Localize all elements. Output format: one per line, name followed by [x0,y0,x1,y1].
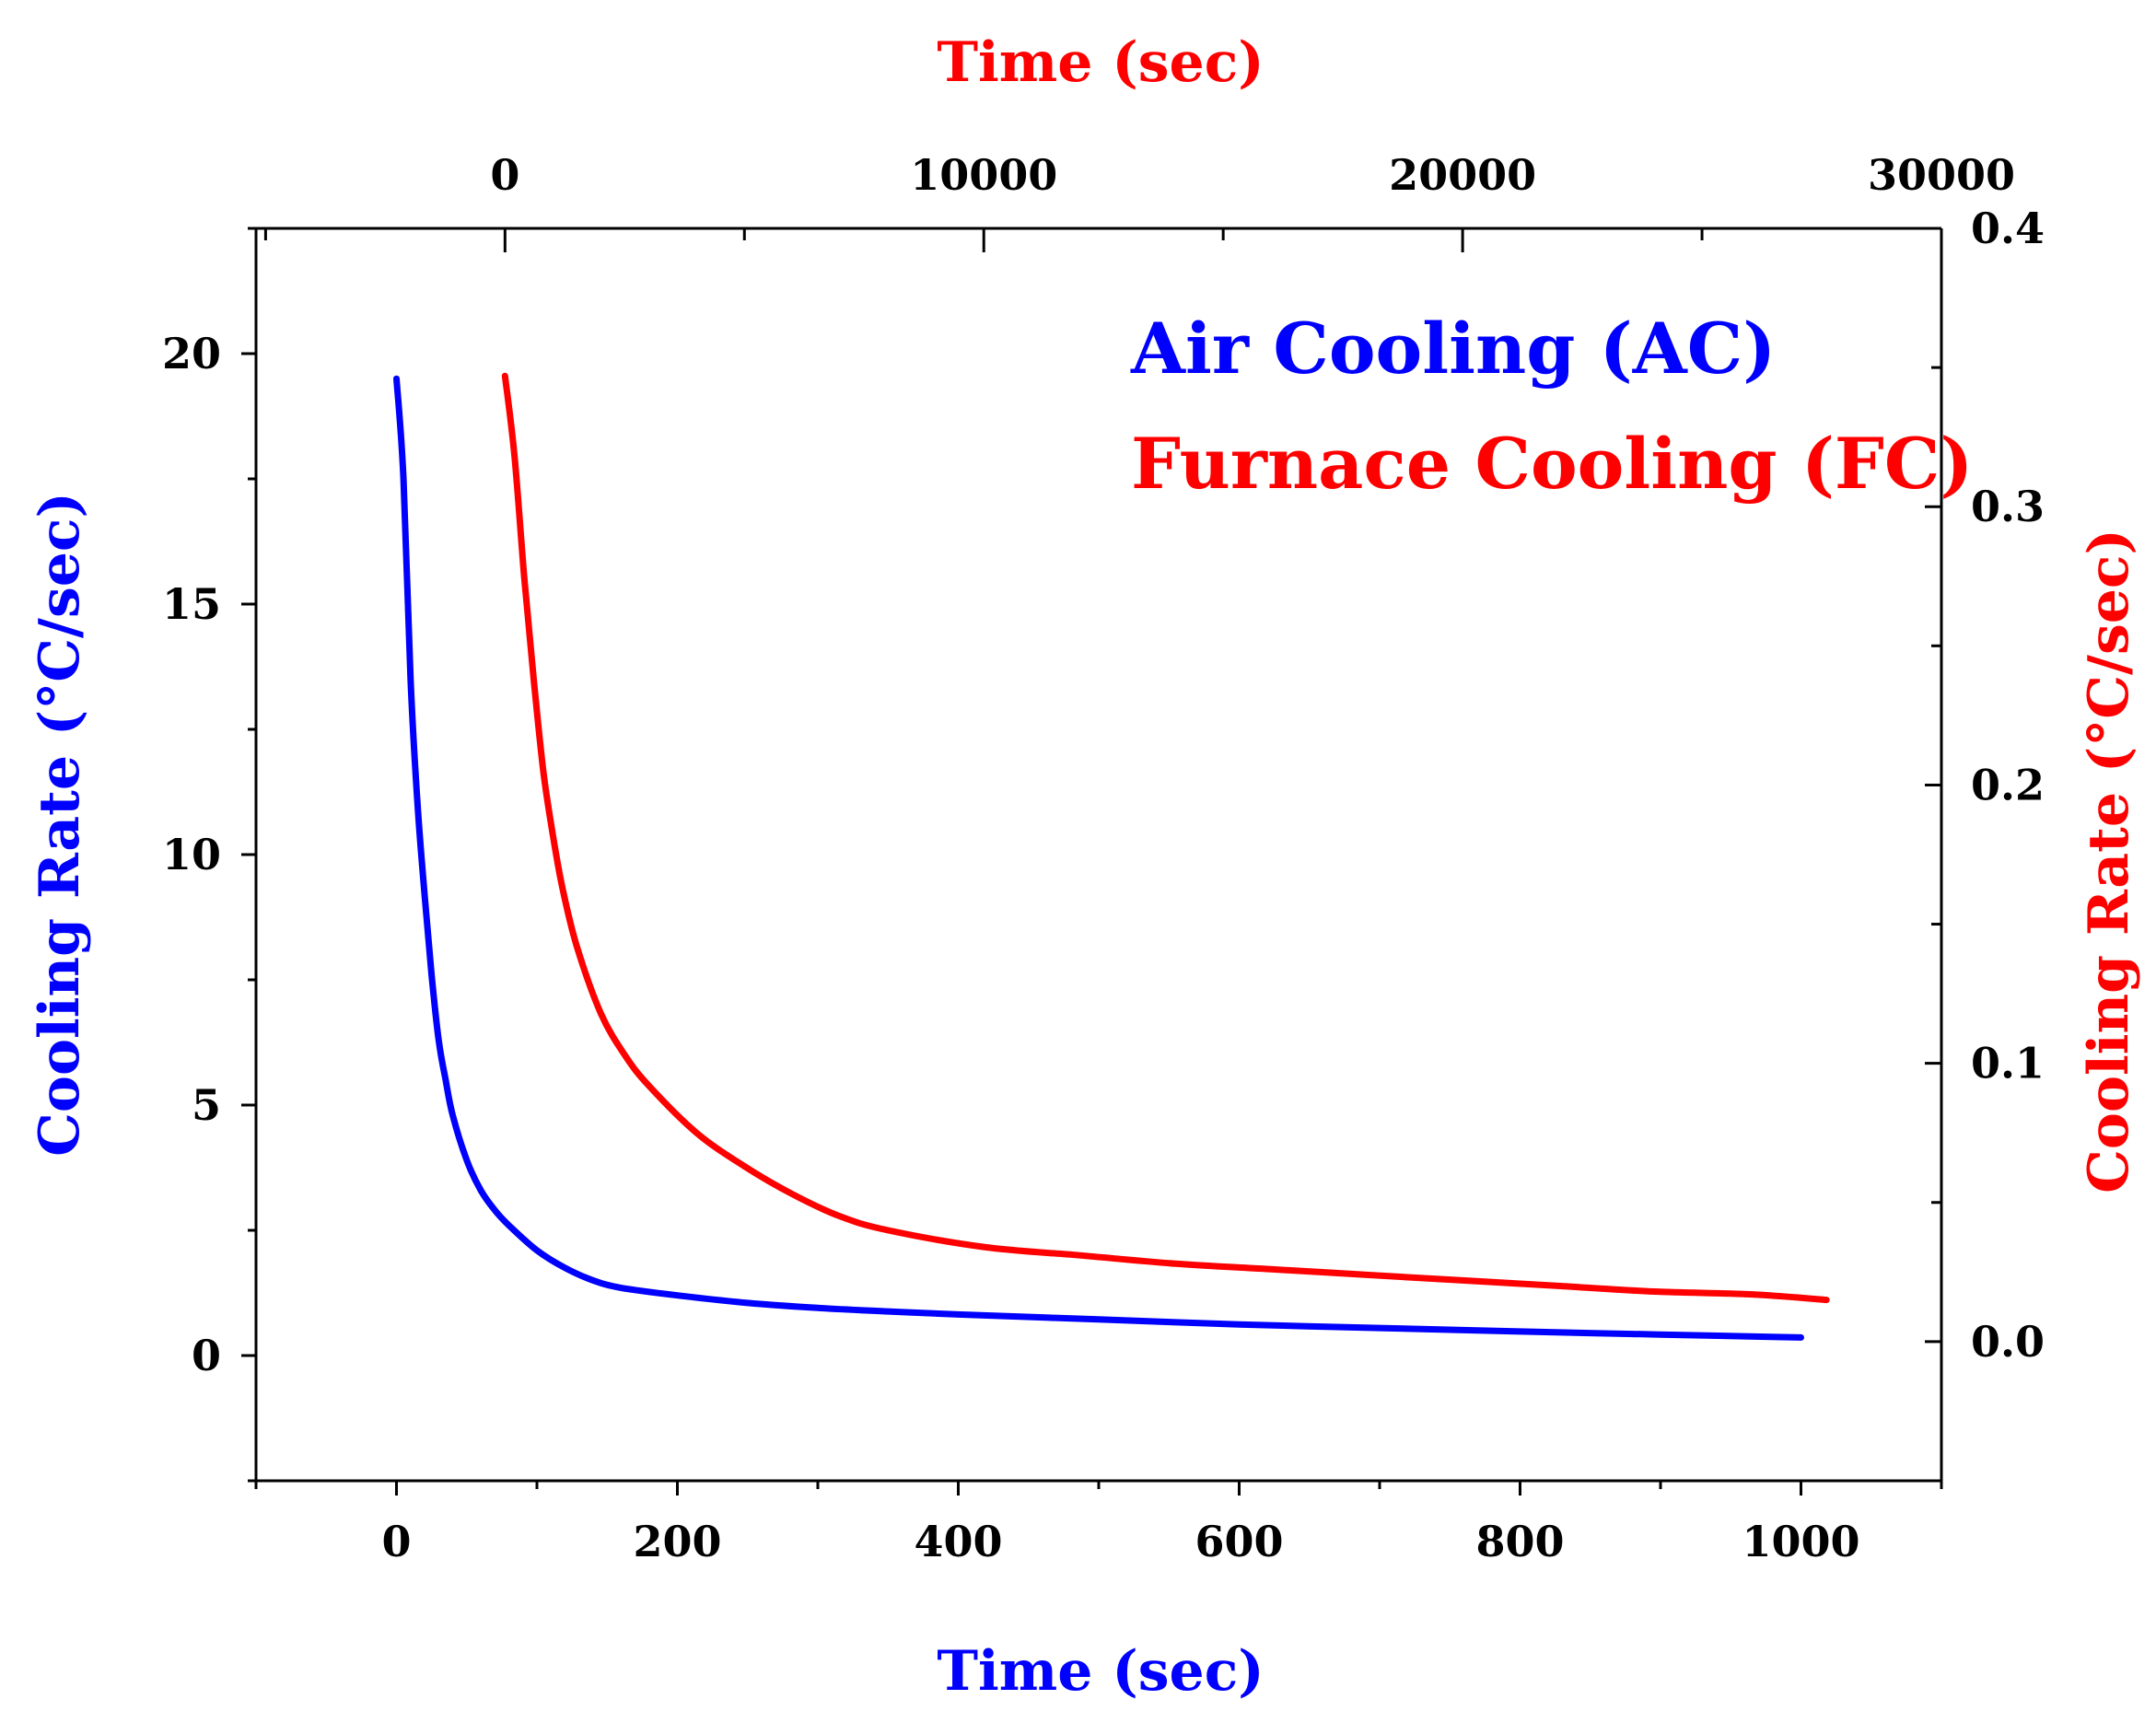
bottom-tick-label: 0 [381,1517,411,1566]
right-y-axis-title: Cooling Rate (°C/sec) [2077,529,2141,1193]
bottom-tick-label: 400 [914,1517,1002,1566]
legend-air-cooling: Air Cooling (AC) [1130,308,1776,390]
right-tick-label: 0.1 [1971,1039,2045,1088]
left-tick-label: 5 [192,1080,221,1130]
bottom-tick-label: 1000 [1742,1517,1859,1566]
right-tick-label: 0.4 [1971,204,2045,253]
bottom-x-axis-title: Time (sec) [937,1639,1264,1704]
top-tick-label: 20000 [1389,150,1536,200]
legend-furnace-cooling: Furnace Cooling (FC) [1131,423,1973,505]
series-furnace-cooling-line [501,372,1830,1304]
right-tick-label: 0.3 [1971,482,2045,531]
series-air-cooling-line [393,375,1804,1341]
right-tick-label: 0.0 [1971,1317,2045,1367]
left-tick-label: 0 [192,1331,221,1380]
left-tick-label: 10 [162,830,221,879]
bottom-tick-label: 200 [633,1517,721,1566]
data-series [393,372,1830,1341]
top-tick-label: 0 [490,150,519,200]
bottom-tick-label: 600 [1195,1517,1283,1566]
left-tick-label: 15 [162,579,221,629]
left-y-axis-title: Cooling Rate (°C/sec) [28,492,92,1157]
left-tick-label: 20 [162,329,221,378]
axis-ticks: 0 200 400 600 800 10000 10000 20000 300000510152… [162,150,2045,1566]
top-tick-label: 10000 [910,150,1057,200]
bottom-tick-label: 800 [1475,1517,1564,1566]
top-tick-label: 30000 [1868,150,2015,200]
top-x-axis-title: Time (sec) [937,30,1264,95]
right-tick-label: 0.2 [1971,760,2045,809]
